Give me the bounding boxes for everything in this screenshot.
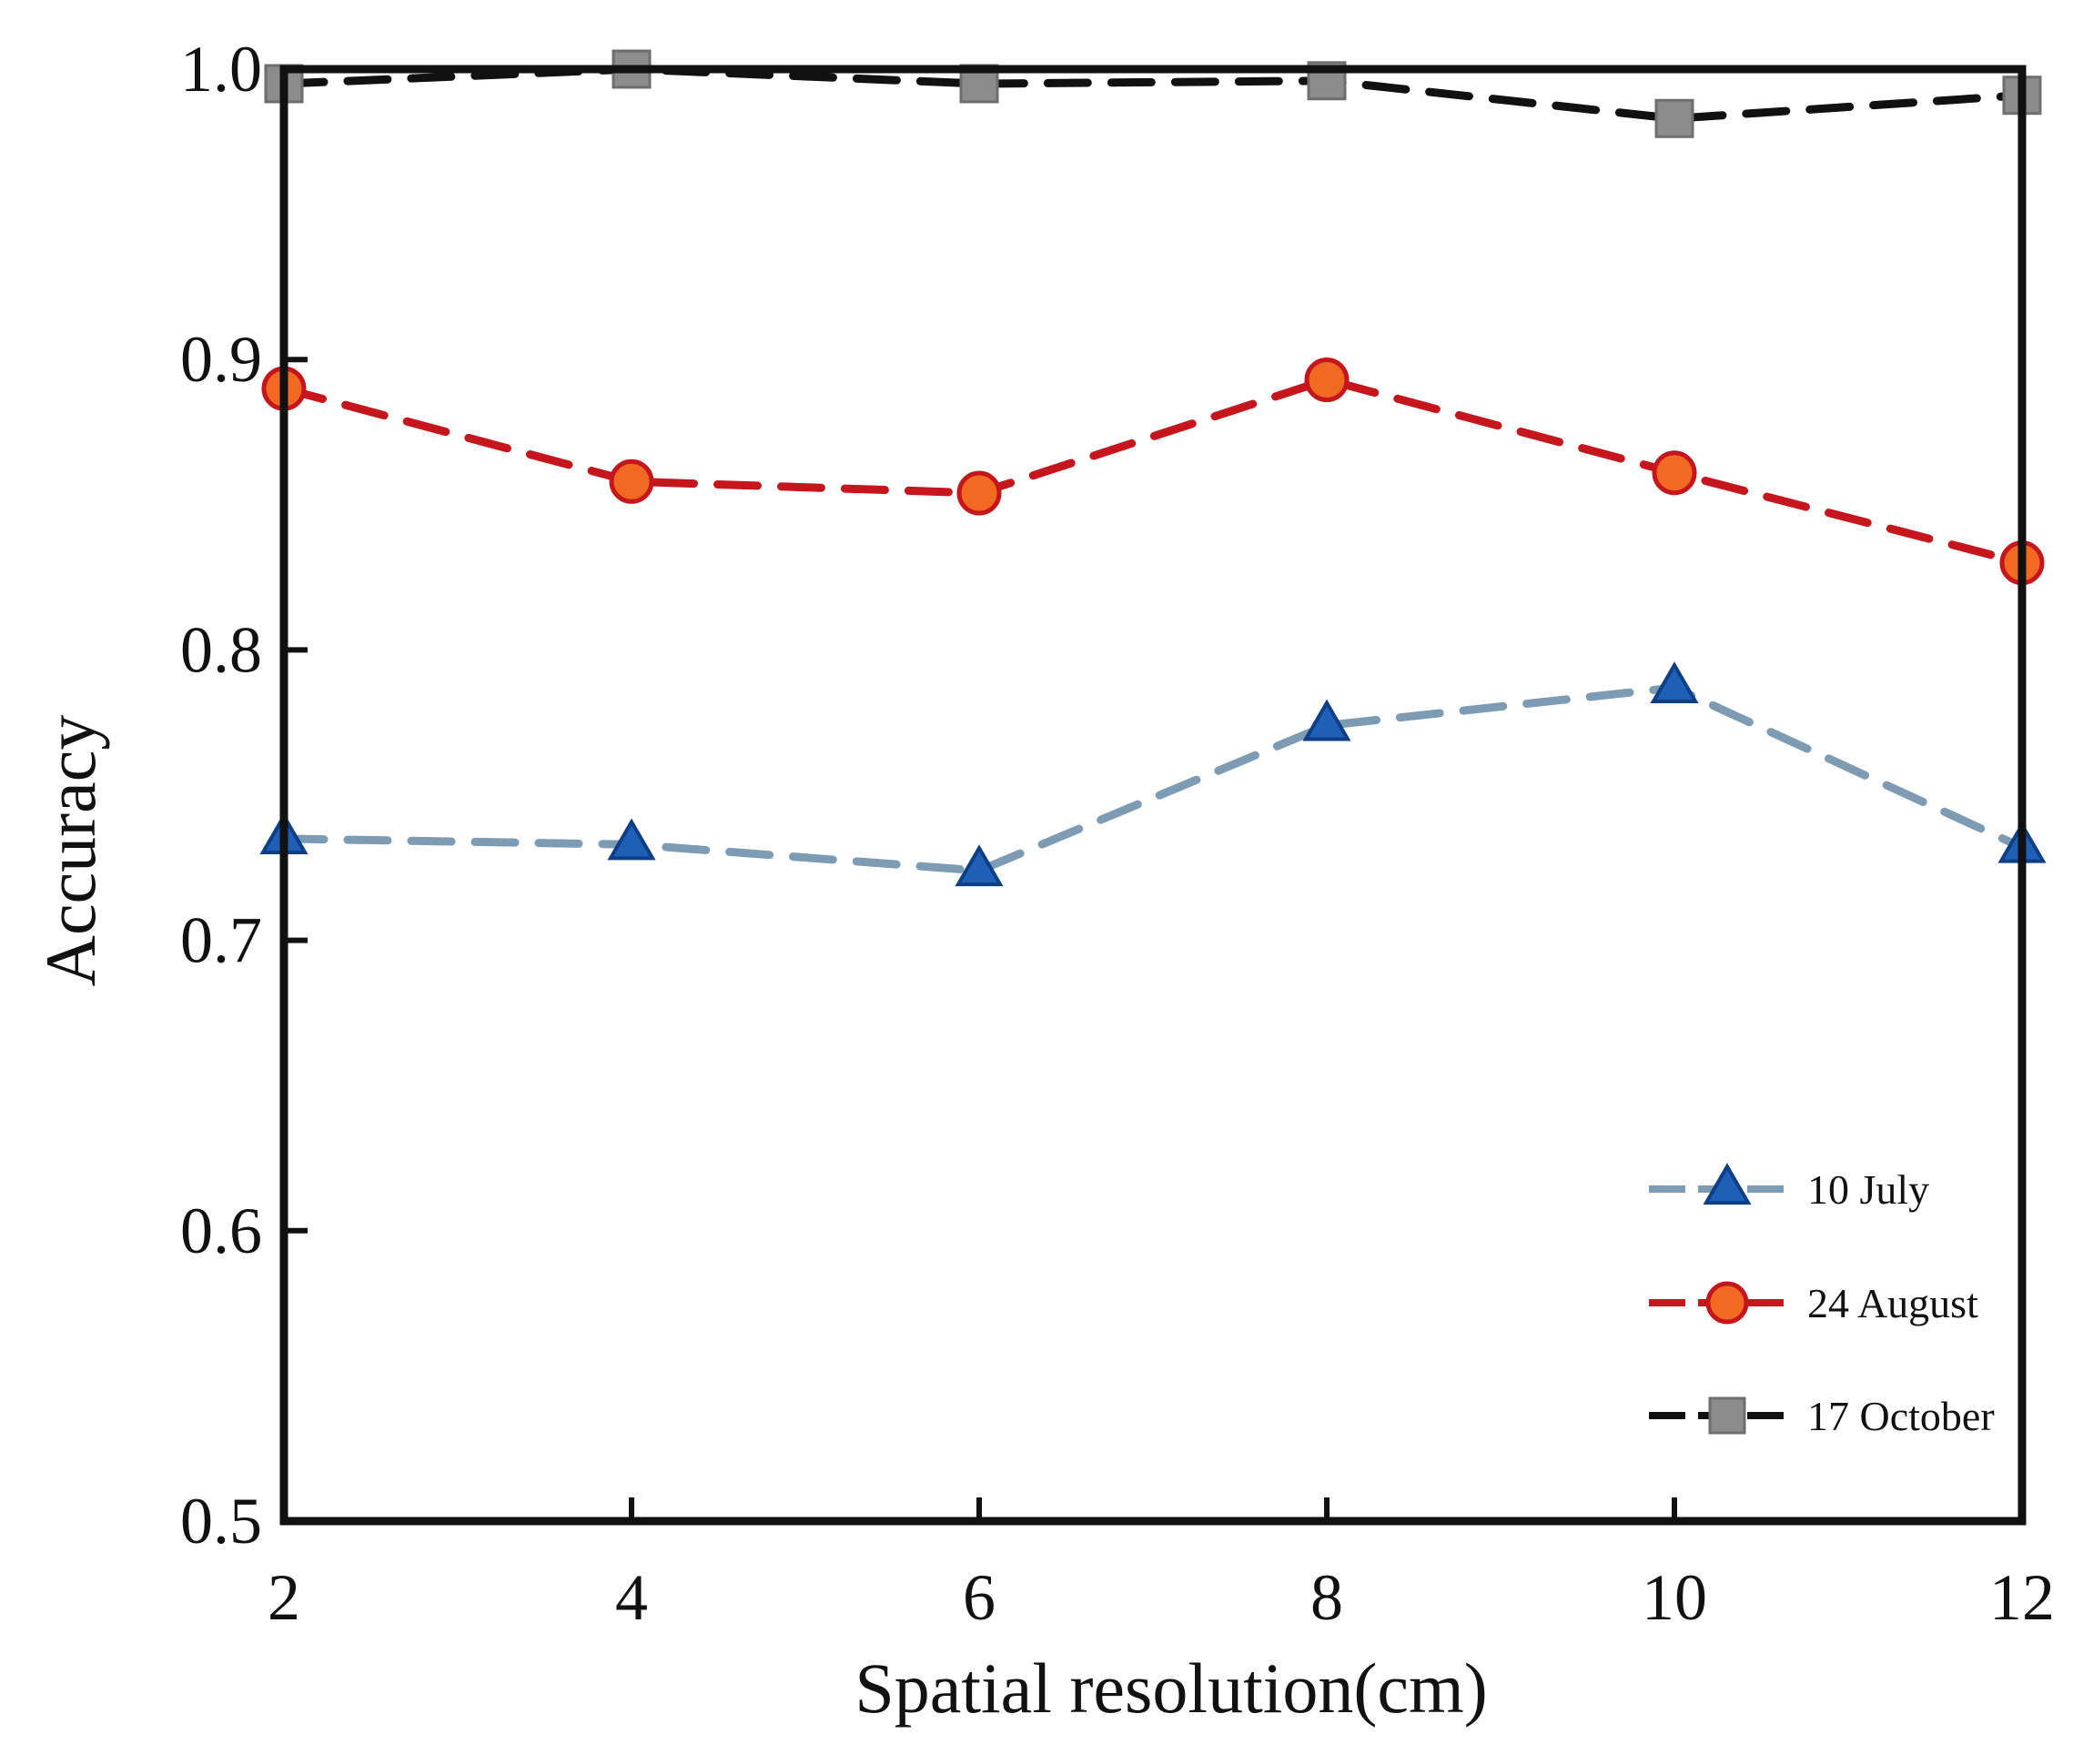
x-tick-label: 2 — [268, 1561, 300, 1634]
legend-item: 10 July — [1649, 1163, 1929, 1213]
x-axis-title: Spatial resolution(cm) — [854, 1648, 1487, 1728]
series-10-july — [259, 661, 2047, 887]
y-tick-label: 0.6 — [180, 1194, 262, 1267]
legend-label: 24 August — [1807, 1280, 1978, 1326]
legend-label: 17 October — [1807, 1393, 1995, 1439]
legend: 10 July 24 August 17 October — [1649, 1163, 1995, 1439]
series-line — [279, 683, 2027, 875]
data-point — [1302, 699, 1351, 741]
data-point — [1650, 661, 1699, 704]
legend-label: 10 July — [1807, 1166, 1929, 1213]
x-tick-label: 6 — [963, 1561, 996, 1634]
series-line — [279, 375, 2027, 568]
data-point — [955, 844, 1004, 887]
data-point — [609, 459, 654, 504]
x-tick-label: 8 — [1310, 1561, 1343, 1634]
x-tick-label: 12 — [1989, 1561, 2055, 1634]
tick-layer: 0.5 0.6 0.7 0.8 0.9 1.0 2 4 6 8 10 12 — [180, 33, 2055, 1634]
legend-marker — [1705, 1281, 1749, 1325]
series-17-october — [264, 49, 2042, 138]
plot-frame — [279, 65, 2027, 1526]
y-axis-title: Accuracy — [31, 715, 110, 987]
series-24-august — [261, 358, 2045, 586]
legend-marker — [1703, 1163, 1752, 1205]
y-tick-label: 1.0 — [180, 33, 262, 106]
data-point — [1654, 98, 1694, 138]
y-tick-label: 0.7 — [180, 904, 262, 977]
x-tick-label: 10 — [1642, 1561, 1707, 1634]
legend-item: 17 October — [1649, 1393, 1995, 1439]
data-point — [956, 470, 1002, 516]
data-point — [607, 818, 656, 861]
data-point — [1652, 450, 1697, 496]
y-tick-label: 0.9 — [180, 323, 262, 396]
y-tick-label: 0.8 — [180, 613, 262, 686]
legend-item: 24 August — [1649, 1280, 1978, 1326]
legend-marker — [1708, 1396, 1746, 1435]
y-tick-label: 0.5 — [180, 1485, 262, 1557]
x-tick-label: 4 — [615, 1561, 648, 1634]
series-line — [279, 65, 2027, 123]
data-point — [1304, 358, 1350, 403]
series-layer — [259, 49, 2047, 887]
